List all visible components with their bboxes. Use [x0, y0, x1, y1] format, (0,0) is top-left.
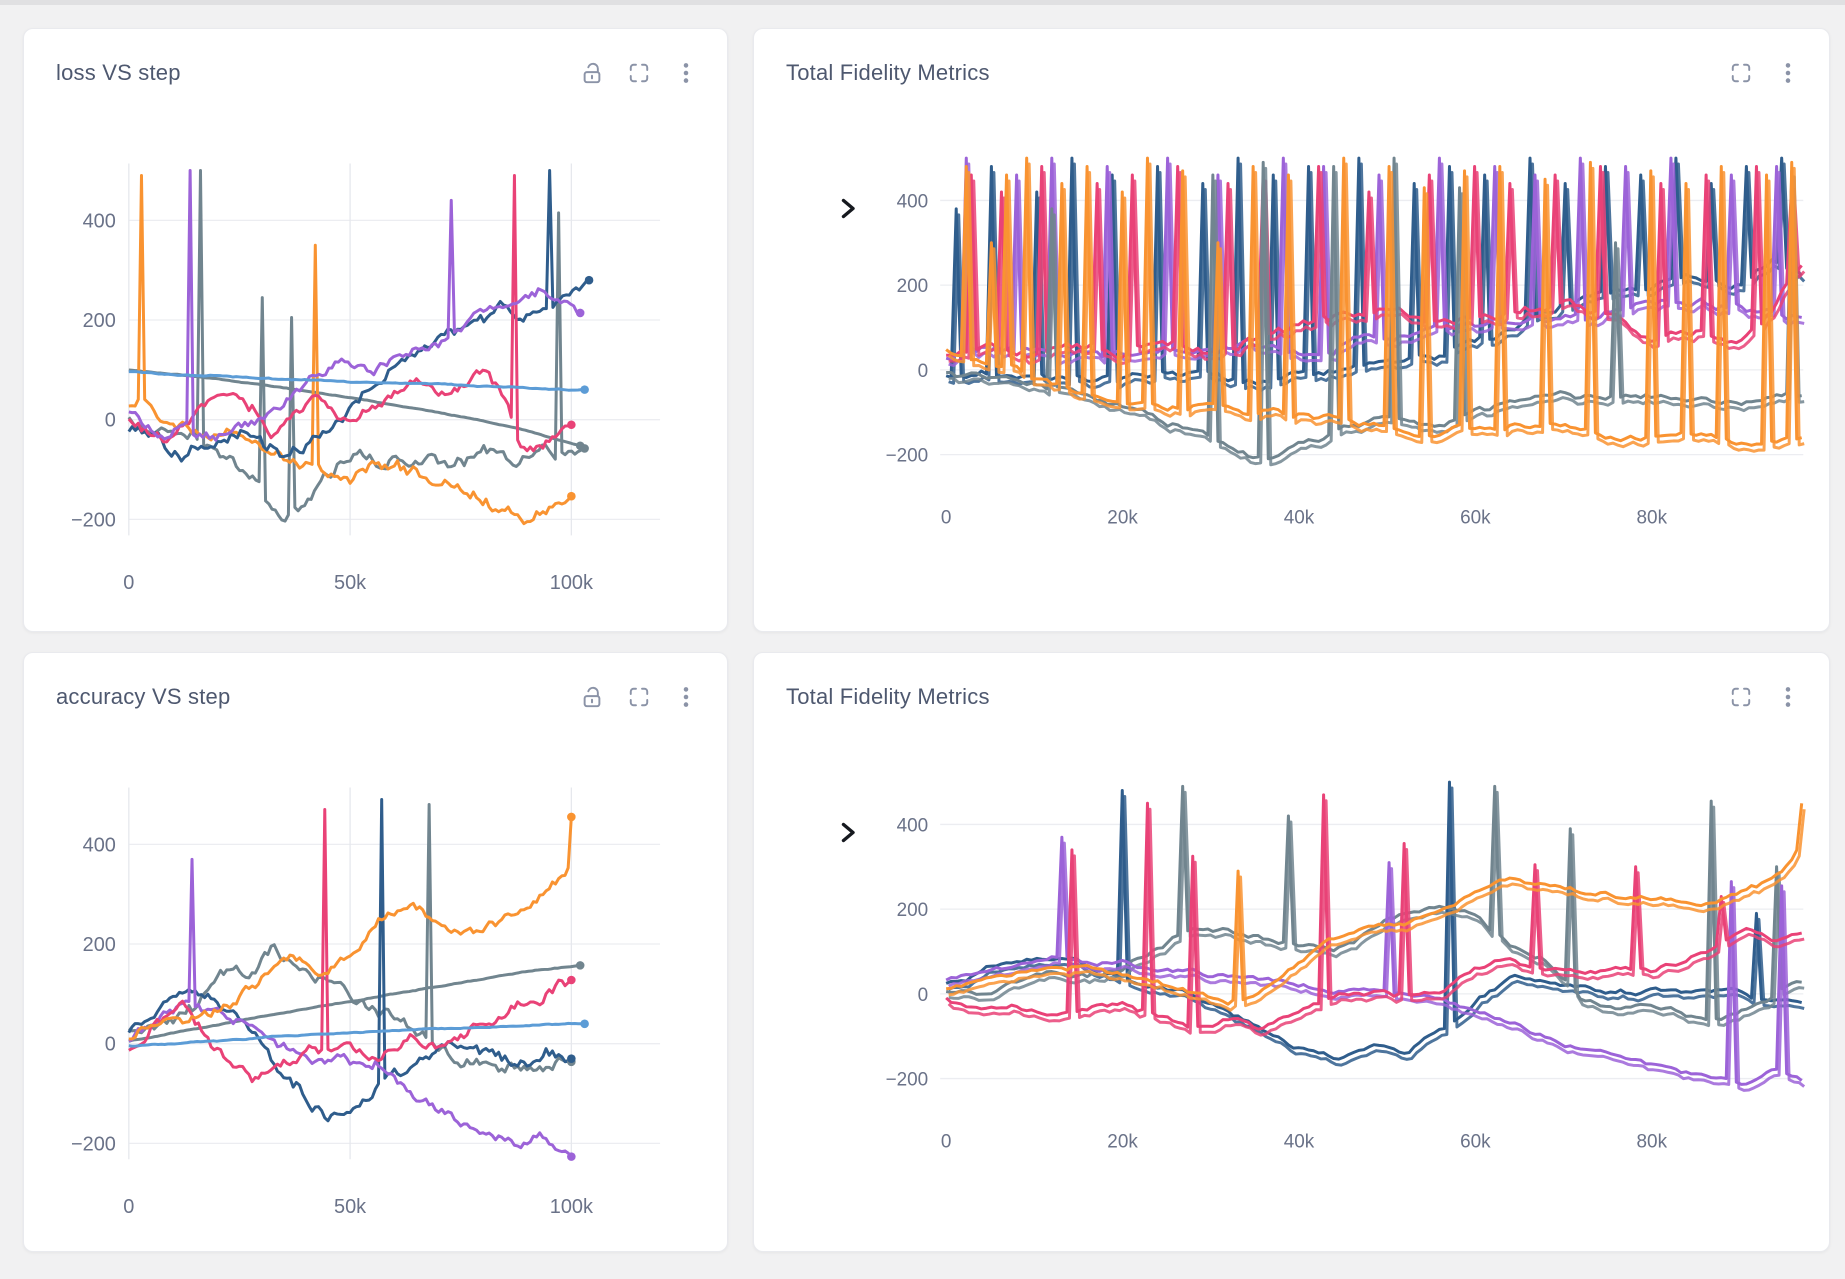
fullscreen-button[interactable] — [626, 684, 652, 710]
panel-fidelity-top: Total Fidelity Metrics — [753, 28, 1830, 632]
dashboard-page: loss VS step — [0, 0, 1845, 1252]
svg-text:400: 400 — [83, 210, 116, 232]
fullscreen-icon — [629, 687, 649, 707]
svg-text:200: 200 — [83, 934, 116, 956]
panel-actions — [1728, 684, 1801, 710]
kebab-menu-icon — [1785, 63, 1791, 83]
fullscreen-icon — [629, 63, 649, 83]
fullscreen-icon — [1731, 63, 1751, 83]
panel-title: Total Fidelity Metrics — [786, 684, 990, 709]
fidelity-chart-canvas[interactable]: 400 200 0 −200 0 20k 40k 60k 80k — [754, 29, 1829, 631]
fullscreen-icon — [1731, 687, 1751, 707]
svg-text:−200: −200 — [71, 1133, 116, 1155]
panel-actions — [579, 684, 699, 710]
panel-header: Total Fidelity Metrics — [786, 681, 1801, 713]
unlock-icon — [583, 686, 601, 708]
svg-text:0: 0 — [123, 1196, 134, 1218]
fidelity-chart-canvas[interactable]: 400 200 0 −200 0 20k 40k 60k 80k — [754, 653, 1829, 1251]
loss-chart-canvas[interactable]: 400 200 0 −200 0 50k 100k — [24, 29, 727, 631]
unlock-icon — [583, 62, 601, 84]
chevron-right-icon — [841, 822, 855, 843]
svg-text:0: 0 — [105, 410, 116, 432]
fullscreen-button[interactable] — [1728, 684, 1754, 710]
svg-text:200: 200 — [83, 310, 116, 332]
chevron-right-icon — [841, 198, 855, 219]
svg-text:40k: 40k — [1284, 1131, 1315, 1152]
svg-text:0: 0 — [123, 572, 134, 594]
unlock-button[interactable] — [579, 60, 605, 86]
kebab-menu-button[interactable] — [673, 684, 699, 710]
svg-text:40k: 40k — [1284, 507, 1315, 528]
svg-text:0: 0 — [941, 507, 952, 528]
kebab-menu-icon — [683, 687, 689, 707]
svg-text:20k: 20k — [1107, 507, 1138, 528]
svg-text:0: 0 — [941, 1131, 952, 1152]
svg-text:200: 200 — [897, 900, 929, 921]
unlock-button[interactable] — [579, 684, 605, 710]
svg-text:80k: 80k — [1637, 1131, 1668, 1152]
panel-fidelity-bottom: Total Fidelity Metrics — [753, 652, 1830, 1252]
svg-text:60k: 60k — [1460, 1131, 1491, 1152]
panel-loss: loss VS step — [23, 28, 728, 632]
kebab-menu-button[interactable] — [1775, 684, 1801, 710]
panel-title: loss VS step — [56, 60, 181, 85]
svg-text:0: 0 — [105, 1034, 116, 1056]
fullscreen-button[interactable] — [626, 60, 652, 86]
panel-header: accuracy VS step — [56, 681, 699, 713]
svg-text:−200: −200 — [886, 1070, 929, 1091]
expand-runs-button[interactable] — [834, 195, 861, 222]
svg-text:0: 0 — [918, 361, 929, 382]
svg-text:0: 0 — [918, 985, 929, 1006]
panel-grid: loss VS step — [0, 5, 1845, 1252]
svg-text:−200: −200 — [886, 446, 929, 467]
svg-text:60k: 60k — [1460, 507, 1491, 528]
svg-text:50k: 50k — [334, 1196, 366, 1218]
svg-text:50k: 50k — [334, 572, 366, 594]
top-strip — [0, 0, 1845, 5]
panel-header: loss VS step — [56, 57, 699, 89]
panel-header: Total Fidelity Metrics — [786, 57, 1801, 89]
svg-text:400: 400 — [897, 815, 929, 836]
fullscreen-button[interactable] — [1728, 60, 1754, 86]
svg-text:100k: 100k — [550, 572, 593, 594]
accuracy-chart-canvas[interactable]: 400 200 0 −200 0 50k 100k — [24, 653, 727, 1251]
kebab-menu-icon — [1785, 687, 1791, 707]
svg-text:20k: 20k — [1107, 1131, 1138, 1152]
svg-text:400: 400 — [897, 191, 929, 212]
panel-title: accuracy VS step — [56, 684, 231, 709]
panel-accuracy: accuracy VS step — [23, 652, 728, 1252]
panel-actions — [579, 60, 699, 86]
kebab-menu-button[interactable] — [1775, 60, 1801, 86]
panel-title: Total Fidelity Metrics — [786, 60, 990, 85]
kebab-menu-icon — [683, 63, 689, 83]
svg-text:80k: 80k — [1637, 507, 1668, 528]
svg-text:200: 200 — [897, 276, 929, 297]
expand-runs-button[interactable] — [834, 819, 861, 846]
svg-text:−200: −200 — [71, 509, 116, 531]
kebab-menu-button[interactable] — [673, 60, 699, 86]
svg-text:100k: 100k — [550, 1196, 593, 1218]
panel-actions — [1728, 60, 1801, 86]
svg-text:400: 400 — [83, 834, 116, 856]
